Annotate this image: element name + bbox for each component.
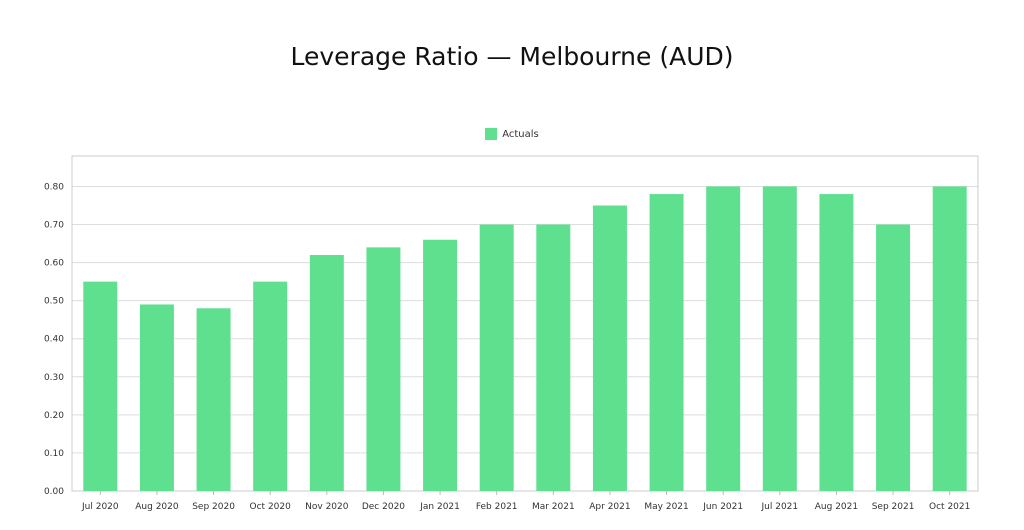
legend-swatch: [485, 128, 498, 140]
x-tick-label: Oct 2020: [250, 502, 292, 512]
bar: [366, 247, 401, 491]
y-tick-label: 0.60: [44, 259, 64, 269]
legend-label: Actuals: [502, 128, 539, 140]
x-tick-label: May 2021: [644, 502, 688, 512]
x-tick-label: Sep 2021: [872, 502, 915, 512]
y-axis-ticks: 0.00 0.10 0.20 0.30 0.40 0.50 0.60 0.70 0.80: [44, 182, 64, 497]
y-tick-label: 0.80: [44, 182, 64, 192]
x-tick-label: Jan 2021: [419, 502, 460, 512]
x-tick-label: Jul 2021: [761, 502, 799, 512]
bar: [649, 194, 684, 491]
bar: [309, 254, 344, 491]
bar: [479, 224, 514, 492]
x-tick-label: Aug 2021: [815, 502, 858, 512]
x-tick-label: Oct 2021: [929, 502, 970, 512]
bar: [819, 194, 854, 491]
bars: [83, 186, 967, 492]
legend: Actuals: [0, 128, 1024, 140]
x-tick-label: Aug 2020: [135, 502, 179, 512]
bar: [876, 224, 911, 492]
x-tick-label: Jul 2020: [81, 502, 119, 512]
x-tick-label: Nov 2020: [305, 502, 349, 512]
bar: [762, 186, 797, 492]
bar: [423, 239, 458, 491]
bar: [706, 186, 741, 492]
x-tick-label: Jun 2021: [702, 502, 743, 512]
x-tick-label: Feb 2021: [476, 502, 518, 512]
x-tick-label: Sep 2020: [192, 502, 235, 512]
bar: [592, 205, 627, 491]
bar: [253, 281, 288, 491]
bar: [932, 186, 967, 492]
y-tick-label: 0.30: [44, 373, 64, 383]
x-axis-ticks: Jul 2020 Aug 2020 Sep 2020 Oct 2020 Nov 2020…: [81, 491, 970, 512]
y-tick-label: 0.00: [44, 487, 64, 497]
y-tick-label: 0.10: [44, 449, 64, 459]
y-tick-label: 0.70: [44, 221, 64, 231]
bar: [196, 308, 231, 491]
plot-frame: [71, 155, 979, 492]
y-tick-label: 0.40: [44, 335, 64, 345]
x-tick-label: Mar 2021: [532, 502, 575, 512]
y-tick-label: 0.50: [44, 297, 64, 307]
y-tick-label: 0.20: [44, 411, 64, 421]
x-tick-label: Dec 2020: [362, 502, 405, 512]
x-tick-label: Apr 2021: [589, 502, 630, 512]
bar: [139, 304, 174, 491]
chart-title: Leverage Ratio — Melbourne (AUD): [290, 42, 734, 71]
bar: [536, 224, 571, 492]
bar: [83, 281, 118, 491]
